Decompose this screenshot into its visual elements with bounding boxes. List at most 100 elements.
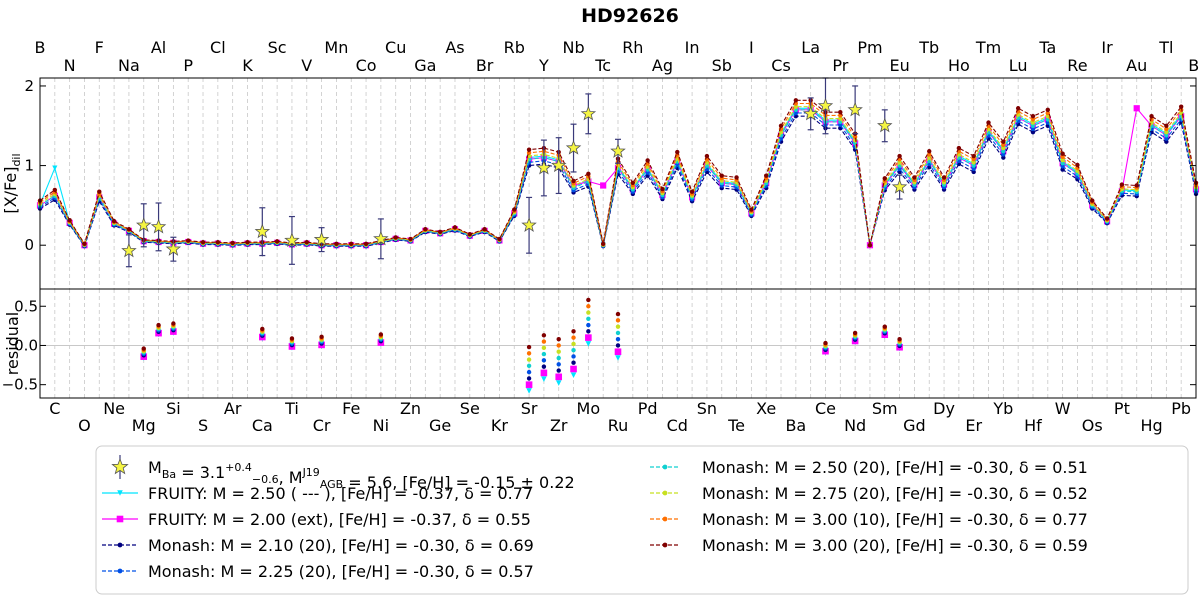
series-point — [230, 240, 235, 246]
legend-text-part: +0.4 — [225, 461, 252, 474]
bottom-element-label: Mg — [132, 416, 156, 435]
top-element-label: Ga — [414, 56, 436, 75]
series-point — [200, 239, 206, 245]
ytick-label: 0.5 — [14, 297, 38, 315]
top-element-label: Cs — [771, 56, 791, 75]
series-point — [1060, 151, 1065, 156]
series-point — [67, 218, 72, 223]
chart-title: HD92626 — [581, 5, 679, 27]
bottom-yticks: 0.5 0.0 −0.5 — [2, 297, 1196, 394]
series-point — [704, 153, 710, 159]
series-point — [1104, 216, 1110, 221]
top-element-label: Rh — [622, 38, 643, 57]
series-point — [1060, 157, 1065, 163]
bottom-element-label: Dy — [933, 399, 955, 418]
bottom-panel: 0.5 0.0 −0.5 residual — [2, 288, 1197, 399]
residual-point — [541, 333, 547, 338]
residual-point — [570, 372, 577, 379]
series-point — [393, 235, 398, 240]
legend-entry-m210: Monash: M = 2.10 (20), [Fe/H] = -0.30, δ… — [102, 536, 534, 555]
legend-entry-m300b: Monash: M = 3.00 (20), [Fe/H] = -0.30, δ… — [650, 536, 1088, 555]
bottom-element-label: Zn — [400, 399, 421, 418]
bottom-element-label: Pt — [1114, 399, 1130, 418]
series-point — [600, 182, 607, 189]
legend-text-part: = 5.6, [Fe/H] = -0.15 ± 0.22 — [343, 473, 574, 492]
bottom-element-label: Ru — [608, 416, 629, 435]
bottom-element-label: Os — [1082, 416, 1103, 435]
bottom-panel-frame — [39, 288, 1197, 399]
top-element-label: Re — [1067, 56, 1087, 75]
residual-point — [556, 355, 561, 361]
legend-box — [95, 445, 1189, 595]
observed-star — [373, 230, 389, 246]
series-point — [1075, 162, 1080, 168]
residual-point — [571, 360, 576, 365]
residual-point — [526, 369, 532, 375]
bottom-element-label: Xe — [756, 399, 776, 418]
series-point — [82, 241, 87, 246]
series-point — [349, 241, 354, 246]
bottom-element-label: Ar — [224, 399, 242, 418]
series-point — [1030, 114, 1036, 119]
bottom-element-label: Nd — [844, 416, 866, 435]
top-grid — [39, 78, 1197, 289]
legend-entry-m250: Monash: M = 2.50 (20), [Fe/H] = -0.30, δ… — [650, 458, 1088, 477]
ytick-label: −0.5 — [2, 376, 38, 394]
series-point — [512, 207, 517, 212]
observed-star — [580, 105, 597, 121]
observed-star — [891, 178, 908, 194]
series-point — [1149, 114, 1154, 119]
bottom-element-label: Hf — [1024, 416, 1042, 435]
residual-point — [571, 341, 576, 347]
residual-point — [571, 354, 576, 359]
legend-marker — [662, 490, 668, 496]
bottom-element-label: O — [78, 416, 91, 435]
residual-point — [556, 368, 561, 373]
residual-point — [586, 310, 591, 315]
legend-label: FRUITY: M = 2.50 ( --- ), [Fe/H] = -0.37… — [148, 484, 533, 503]
residual-point — [571, 329, 576, 334]
residual-point — [541, 364, 547, 369]
observed-star — [877, 117, 893, 133]
top-observations — [121, 77, 908, 268]
legend-label: Monash: M = 3.00 (10), [Fe/H] = -0.30, δ… — [702, 510, 1088, 529]
series-point — [719, 173, 724, 178]
series-point — [1060, 164, 1065, 169]
top-yticks: 0 1 2 — [24, 77, 1196, 254]
legend-marker — [662, 516, 668, 522]
residual-point — [571, 335, 576, 340]
bottom-element-label: Gd — [903, 416, 926, 435]
top-element-label: Ho — [948, 56, 970, 75]
bottom-element-label: Hg — [1140, 416, 1162, 435]
series-point — [304, 239, 309, 245]
series-point — [1133, 105, 1140, 112]
top-element-label: Au — [1126, 56, 1147, 75]
legend: MBa = 3.1+0.4−0.6, MJ19AGB = 5.6, [Fe/H]… — [95, 445, 1189, 595]
bottom-element-label: Se — [460, 399, 480, 418]
residual-point — [615, 330, 621, 336]
bottom-element-label: Pd — [638, 399, 658, 418]
bottom-element-label: Ca — [252, 416, 273, 435]
legend-text-part: Monash: M = 3.00 (20), [Fe/H] = -0.30, δ… — [702, 536, 1088, 555]
legend-star — [111, 457, 129, 475]
residual-point — [823, 340, 828, 346]
series-point — [675, 149, 680, 155]
top-element-label: Cl — [210, 38, 226, 57]
series-point — [764, 173, 769, 178]
legend-marker — [662, 542, 668, 548]
residual-point — [585, 334, 592, 341]
series-point — [1001, 152, 1006, 157]
series-point — [1001, 142, 1006, 148]
series-point — [467, 232, 472, 237]
series-point — [245, 239, 250, 245]
residual-point — [260, 326, 265, 332]
series-point — [838, 122, 843, 128]
top-element-label: V — [301, 56, 312, 75]
residual-point — [615, 355, 621, 361]
residual-point — [570, 365, 577, 373]
bottom-element-label: W — [1055, 399, 1071, 418]
observed-star — [536, 159, 552, 175]
series-point — [1090, 198, 1095, 203]
series-point — [1119, 182, 1125, 187]
series-point — [215, 239, 221, 245]
